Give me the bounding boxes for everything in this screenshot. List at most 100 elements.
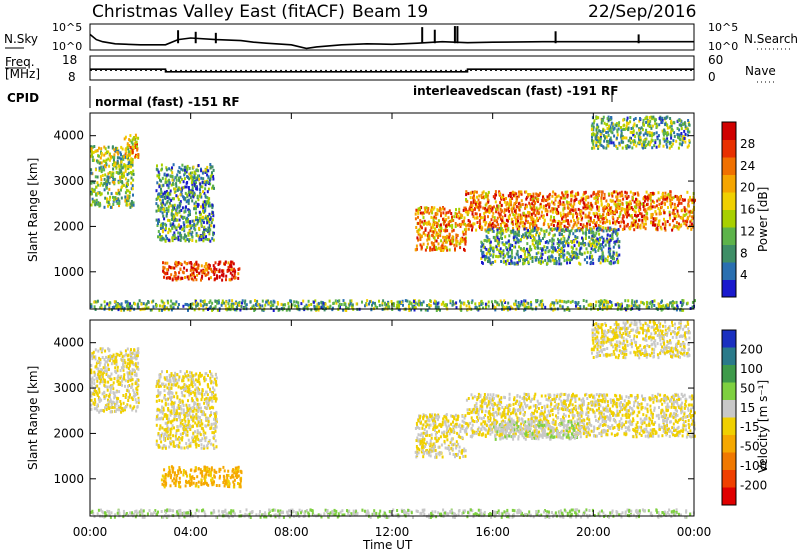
range-gate-cell [195, 218, 197, 222]
range-gate-cell [583, 251, 586, 255]
range-gate-cell [667, 192, 670, 196]
range-gate-cell [139, 308, 142, 312]
range-gate-cell [116, 408, 119, 412]
range-gate-cell [599, 299, 602, 303]
range-gate-cell [170, 273, 173, 277]
range-gate-cell [615, 232, 618, 236]
range-gate-cell [502, 198, 505, 201]
range-gate-cell [633, 300, 636, 304]
range-gate-cell [538, 207, 541, 211]
range-gate-cell [335, 301, 338, 305]
range-gate-cell [543, 233, 546, 236]
range-gate-cell [164, 195, 167, 199]
range-gate-cell [482, 206, 485, 210]
range-gate-cell [561, 232, 563, 236]
range-gate-cell [527, 194, 530, 198]
range-gate-cell [124, 135, 127, 139]
range-gate-cell [583, 258, 586, 262]
range-gate-cell [593, 196, 596, 200]
range-gate-cell [131, 142, 134, 146]
range-gate-cell [458, 242, 461, 246]
range-gate-cell [121, 174, 124, 178]
range-gate-cell [594, 304, 597, 308]
range-gate-cell [212, 177, 215, 181]
range-gate-cell [129, 308, 132, 312]
range-gate-cell [482, 219, 485, 223]
range-gate-cell [152, 299, 155, 303]
range-gate-cell [672, 120, 675, 124]
range-gate-cell [562, 254, 565, 258]
range-gate-cell [426, 245, 429, 249]
range-gate-cell [117, 302, 120, 306]
range-gate-cell [549, 209, 552, 213]
range-gate-cell [600, 257, 603, 261]
range-gate-cell [599, 225, 602, 229]
range-gate-cell [91, 180, 94, 184]
range-gate-cell [570, 240, 573, 243]
range-gate-cell [155, 209, 158, 213]
range-gate-cell [539, 299, 542, 303]
range-gate-cell [200, 278, 202, 282]
range-gate-cell [520, 192, 523, 196]
range-gate-cell [616, 133, 619, 137]
range-gate-cell [126, 304, 129, 307]
range-gate-cell [652, 115, 655, 119]
range-gate-cell [386, 304, 389, 308]
range-gate-cell [225, 278, 227, 282]
range-gate-cell [157, 208, 160, 212]
range-gate-cell [620, 192, 623, 196]
range-gate-cell [466, 223, 469, 227]
range-gate-cell [615, 122, 618, 126]
range-gate-cell [643, 217, 646, 221]
range-gate-cell [631, 216, 634, 220]
range-gate-cell [499, 230, 502, 234]
range-gate-cell [534, 241, 537, 245]
range-gate-cell [117, 304, 120, 308]
range-gate-cell [666, 140, 669, 144]
range-gate-cell [523, 247, 525, 251]
range-gate-cell [569, 212, 572, 216]
range-gate-cell [597, 116, 600, 120]
range-gate-cell [561, 299, 564, 303]
range-gate-cell [597, 146, 600, 150]
range-gate-cell [488, 228, 491, 232]
range-gate-cell [600, 199, 603, 203]
range-gate-cell [98, 191, 101, 195]
range-gate-cell [653, 299, 656, 303]
range-gate-cell [493, 236, 496, 240]
range-gate-cell [632, 219, 635, 223]
range-gate-cell [449, 242, 452, 246]
range-gate-cell [600, 246, 602, 250]
range-gate-cell [211, 218, 214, 222]
range-gate-cell [433, 215, 436, 219]
range-gate-cell [185, 205, 187, 209]
range-gate-cell [524, 299, 527, 303]
range-gate-cell [619, 224, 622, 228]
range-gate-cell [483, 215, 486, 219]
range-gate-cell [119, 305, 122, 309]
range-gate-cell [185, 217, 187, 221]
range-gate-cell [588, 229, 591, 233]
range-gate-cell [613, 257, 615, 261]
range-gate-cell [480, 216, 483, 220]
range-gate-cell [643, 302, 645, 306]
range-gate-cell [343, 303, 346, 307]
range-gate-cell [492, 255, 495, 259]
range-gate-cell [503, 299, 506, 303]
range-gate-cell [618, 191, 621, 195]
range-gate-cell [538, 232, 541, 236]
range-gate-cell [418, 227, 421, 231]
range-gate-cell [587, 303, 590, 307]
range-gate-cell [113, 305, 116, 309]
range-gate-cell [169, 189, 172, 193]
range-gate-cell [607, 300, 610, 304]
range-gate-cell [197, 234, 200, 238]
range-gate-cell [190, 177, 193, 181]
range-gate-cell [100, 192, 103, 196]
range-gate-cell [100, 152, 103, 155]
range-gate-cell [598, 246, 600, 250]
range-gate-cell [196, 273, 199, 277]
range-gate-cell [540, 260, 543, 264]
range-gate-cell [570, 258, 573, 261]
range-gate-cell [378, 299, 380, 303]
